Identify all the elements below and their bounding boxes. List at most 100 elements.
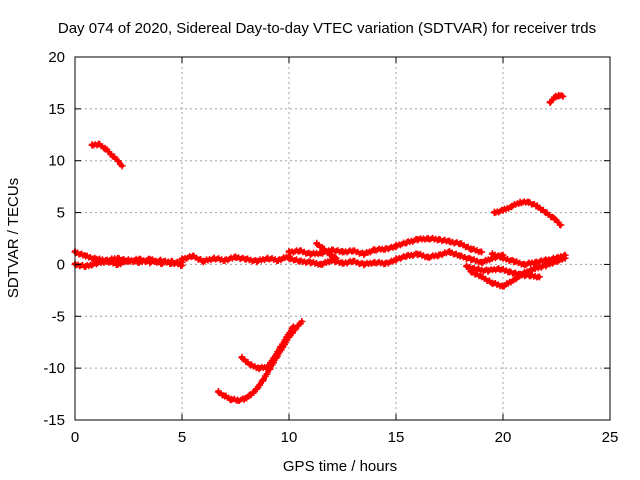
data-point (473, 266, 481, 274)
x-tick-label: 20 (495, 429, 512, 446)
data-point (328, 256, 336, 264)
data-point (82, 252, 90, 260)
data-point (283, 333, 291, 341)
data-point (242, 255, 250, 263)
data-point (467, 255, 475, 263)
data-point (499, 282, 507, 290)
data-point (424, 235, 432, 242)
data-point (533, 202, 541, 210)
data-point (508, 202, 516, 210)
data-point (270, 354, 278, 362)
x-tick-label: 15 (388, 429, 405, 446)
data-point (505, 268, 513, 276)
x-tick-label: 25 (602, 429, 619, 446)
data-point (88, 141, 96, 149)
data-point (456, 252, 464, 260)
data-point (189, 252, 197, 260)
x-tick-label: 10 (281, 429, 298, 446)
x-tick-label: 5 (178, 429, 186, 446)
series-arc-7 (285, 243, 400, 259)
data-point (467, 245, 475, 253)
data-point (371, 246, 379, 254)
data-point (114, 157, 122, 165)
data-point (306, 258, 314, 266)
data-point (553, 254, 560, 262)
data-point (371, 258, 379, 266)
data-point (381, 259, 389, 267)
data-point (167, 257, 175, 265)
data-point (557, 221, 565, 229)
data-point (510, 257, 518, 265)
series-arc-9 (313, 239, 340, 262)
data-point (276, 343, 284, 351)
data-point (531, 258, 539, 266)
data-point (199, 257, 207, 265)
data-point (221, 392, 229, 400)
data-point (510, 276, 518, 284)
data-point (403, 239, 411, 247)
data-point (550, 215, 558, 223)
data-point (264, 254, 272, 262)
data-point (178, 255, 186, 263)
data-point (313, 240, 321, 248)
y-tick-label: -5 (52, 308, 65, 325)
data-point (478, 273, 486, 281)
data-point (488, 250, 496, 258)
y-tick-label: 0 (57, 256, 65, 273)
series-arc-11 (392, 248, 507, 266)
y-tick-label: 20 (48, 49, 65, 66)
data-point (107, 151, 115, 158)
data-point (227, 395, 235, 403)
data-point (339, 259, 346, 267)
data-point (488, 279, 496, 287)
data-point (392, 255, 400, 263)
data-point (349, 247, 357, 255)
data-point (232, 253, 239, 261)
data-point (296, 257, 304, 265)
data-point (125, 256, 132, 264)
series-arc-2 (71, 255, 186, 270)
data-points (71, 91, 569, 404)
data-point (114, 260, 122, 268)
y-tick-label: 15 (48, 101, 65, 118)
data-point (238, 354, 246, 362)
data-point (499, 207, 507, 214)
data-point (516, 198, 524, 206)
data-point (446, 248, 453, 256)
data-point (520, 260, 528, 268)
data-point (146, 255, 154, 263)
data-point (103, 257, 111, 265)
data-point (214, 388, 222, 396)
data-point (95, 140, 102, 148)
data-point (542, 209, 550, 217)
data-point (484, 267, 492, 275)
series-arc-13 (463, 262, 543, 281)
grid-lines (75, 57, 610, 420)
data-point (478, 258, 486, 266)
y-tick-label: -15 (43, 412, 65, 429)
data-point (306, 250, 314, 258)
data-point (326, 250, 334, 258)
data-point (546, 99, 554, 107)
data-point (247, 391, 254, 399)
data-point (317, 249, 325, 257)
series-arc-8 (285, 254, 400, 269)
data-point (178, 262, 186, 269)
data-point (296, 247, 304, 255)
data-point (264, 363, 272, 371)
data-point (157, 259, 165, 267)
data-point (210, 254, 218, 262)
data-point (463, 263, 471, 270)
data-point (542, 256, 550, 264)
data-point (274, 256, 282, 264)
data-point (253, 385, 261, 393)
y-tick-label: -10 (43, 360, 65, 377)
data-point (499, 254, 507, 262)
data-point (285, 254, 293, 262)
data-point (298, 318, 306, 325)
plot-frame (74, 56, 611, 421)
series-arc-4 (178, 252, 293, 266)
data-point (392, 242, 400, 250)
data-point (531, 265, 539, 273)
